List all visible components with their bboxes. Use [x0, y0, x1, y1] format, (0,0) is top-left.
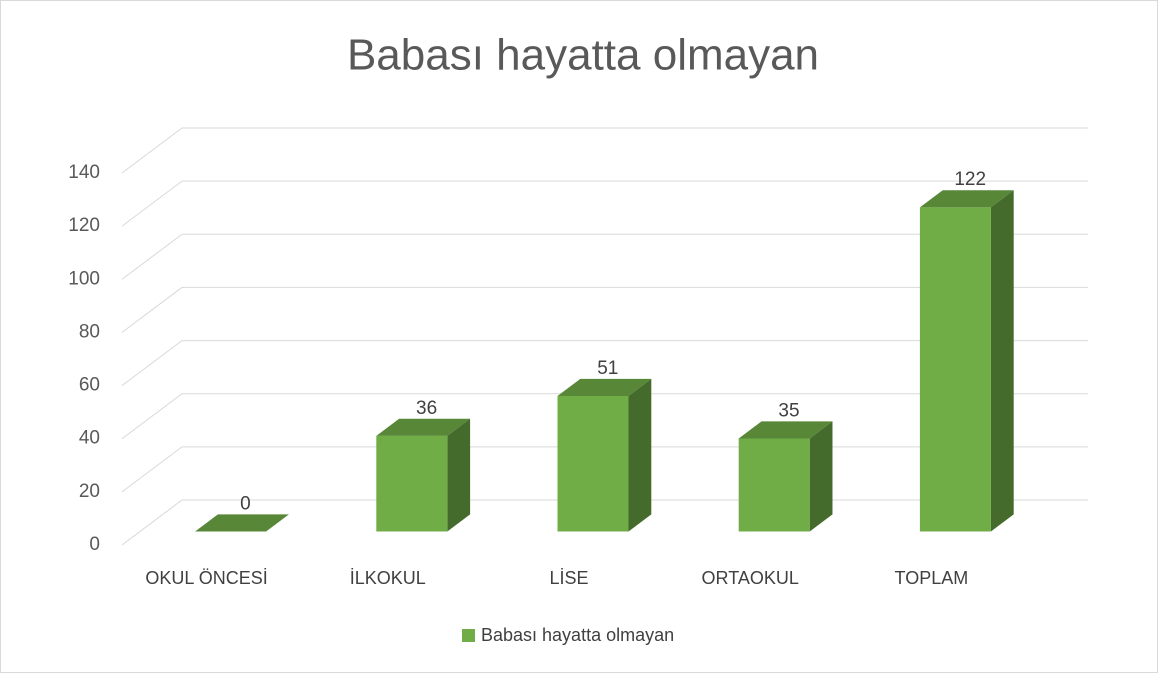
bar-side: [990, 190, 1014, 532]
bar: [376, 435, 448, 532]
y-tick-label: 140: [68, 162, 100, 183]
bar: [557, 395, 629, 532]
bar-side: [628, 378, 652, 532]
bar-side: [447, 418, 471, 532]
legend-swatch: [462, 629, 475, 642]
grid-line: [121, 393, 1088, 440]
grid-line: [121, 127, 1088, 174]
bar-top: [738, 421, 833, 439]
bar-top: [195, 514, 289, 532]
grid-line: [121, 286, 1088, 333]
data-label: 35: [778, 400, 799, 421]
grid-line: [121, 180, 1088, 227]
x-tick-label: İLKOKUL: [350, 568, 426, 588]
y-tick-label: 80: [79, 321, 100, 342]
bar-top: [557, 378, 652, 396]
legend-label: Babası hayatta olmayan: [481, 625, 674, 645]
y-tick-label: 20: [79, 481, 100, 502]
y-tick-label: 0: [89, 534, 100, 555]
data-label: 36: [416, 398, 437, 419]
data-label: 122: [954, 169, 986, 190]
bar-side: [809, 421, 833, 532]
x-tick-label: LİSE: [549, 568, 588, 588]
bar-top: [376, 418, 471, 436]
y-tick-label: 40: [79, 428, 100, 449]
grid-line: [121, 340, 1088, 386]
bar: [738, 438, 810, 532]
bar-top: [919, 190, 1014, 208]
x-tick-label: TOPLAM: [895, 568, 969, 588]
chart-title: Babası hayatta olmayan: [347, 31, 819, 80]
grid-line: [121, 233, 1088, 280]
x-tick-label: OKUL ÖNCESİ: [145, 568, 267, 588]
data-label: 0: [240, 493, 251, 514]
y-tick-label: 100: [68, 268, 100, 289]
data-label: 51: [597, 358, 618, 379]
x-tick-label: ORTAOKUL: [702, 568, 799, 588]
bar: [919, 207, 991, 532]
y-tick-label: 60: [79, 375, 100, 396]
y-tick-label: 120: [68, 215, 100, 236]
